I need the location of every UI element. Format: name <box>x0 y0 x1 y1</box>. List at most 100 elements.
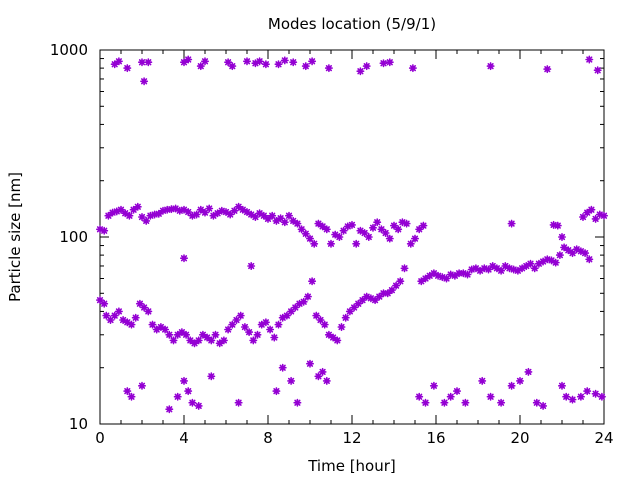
data-point <box>104 211 113 220</box>
data-point <box>327 239 335 248</box>
data-point <box>146 211 155 220</box>
data-point <box>505 264 514 273</box>
data-point <box>476 266 485 275</box>
data-point <box>243 208 251 216</box>
data-point <box>301 229 310 238</box>
data-point <box>280 218 289 227</box>
data-point <box>507 219 516 228</box>
data-point <box>539 257 548 266</box>
data-point <box>438 273 447 282</box>
data-point <box>459 269 468 278</box>
data-point <box>112 207 121 216</box>
data-point <box>140 77 149 86</box>
data-point <box>348 220 356 229</box>
data-point <box>188 398 197 407</box>
data-point <box>127 320 136 329</box>
data-point <box>161 325 170 334</box>
data-point <box>173 392 182 401</box>
data-point <box>100 226 109 235</box>
data-point <box>558 233 566 241</box>
data-point <box>194 336 203 345</box>
data-point <box>253 330 262 339</box>
data-point <box>337 323 346 331</box>
data-point <box>261 60 270 69</box>
y-tick-label: 10 <box>69 415 88 433</box>
data-point <box>228 320 237 329</box>
data-point <box>478 376 487 385</box>
data-point <box>96 225 104 234</box>
data-point <box>238 205 247 214</box>
data-point <box>213 209 222 218</box>
data-point <box>138 381 146 390</box>
data-point <box>282 311 291 320</box>
data-point <box>251 213 260 221</box>
data-point <box>366 294 375 303</box>
data-point <box>110 311 119 320</box>
data-point <box>360 229 369 237</box>
data-point <box>278 313 287 322</box>
data-point <box>278 363 287 372</box>
data-point <box>190 339 199 348</box>
data-point <box>142 216 151 225</box>
data-point <box>562 392 571 401</box>
data-point <box>306 234 314 243</box>
data-point <box>591 214 600 223</box>
data-point <box>497 266 506 275</box>
data-point <box>209 211 218 220</box>
data-point <box>324 64 333 73</box>
data-point <box>398 218 407 227</box>
data-point <box>114 307 123 316</box>
data-point <box>180 58 188 67</box>
data-point <box>106 316 115 324</box>
x-tick-label: 20 <box>510 429 529 447</box>
data-point <box>245 328 254 337</box>
data-point <box>215 339 224 348</box>
data-point <box>339 226 348 235</box>
data-point <box>274 320 283 329</box>
x-tick-label: 12 <box>342 429 361 447</box>
data-point <box>123 387 132 396</box>
data-point <box>207 336 216 345</box>
data-point <box>425 271 434 280</box>
data-point <box>392 281 401 290</box>
data-point <box>150 210 159 219</box>
data-point <box>358 296 367 305</box>
data-point <box>133 202 142 211</box>
data-point <box>516 376 524 385</box>
data-point <box>276 214 285 223</box>
data-point <box>119 316 128 324</box>
data-point <box>379 59 388 68</box>
data-point <box>381 229 390 237</box>
data-point <box>322 225 331 234</box>
data-point <box>140 303 149 312</box>
data-point <box>280 56 289 65</box>
data-point <box>455 269 464 278</box>
data-point <box>415 225 424 234</box>
data-point <box>583 387 592 396</box>
data-point <box>352 239 361 248</box>
data-point <box>320 320 329 329</box>
data-point <box>595 210 604 219</box>
data-point <box>293 398 302 407</box>
data-point <box>196 62 205 71</box>
data-point <box>331 230 340 239</box>
data-point <box>400 264 409 273</box>
data-point <box>549 220 558 229</box>
data-point <box>219 336 228 345</box>
data-point <box>308 277 317 286</box>
data-point <box>224 58 233 67</box>
data-point <box>335 233 344 241</box>
data-point <box>268 211 277 220</box>
data-point <box>186 336 195 345</box>
data-point <box>232 316 241 324</box>
data-point <box>419 221 428 230</box>
data-point <box>486 62 495 71</box>
data-point <box>408 64 417 73</box>
data-point <box>163 205 172 214</box>
data-point <box>182 330 191 339</box>
data-point <box>264 214 272 223</box>
data-point <box>156 323 165 331</box>
x-tick-label: 4 <box>179 429 189 447</box>
data-point <box>385 58 394 67</box>
